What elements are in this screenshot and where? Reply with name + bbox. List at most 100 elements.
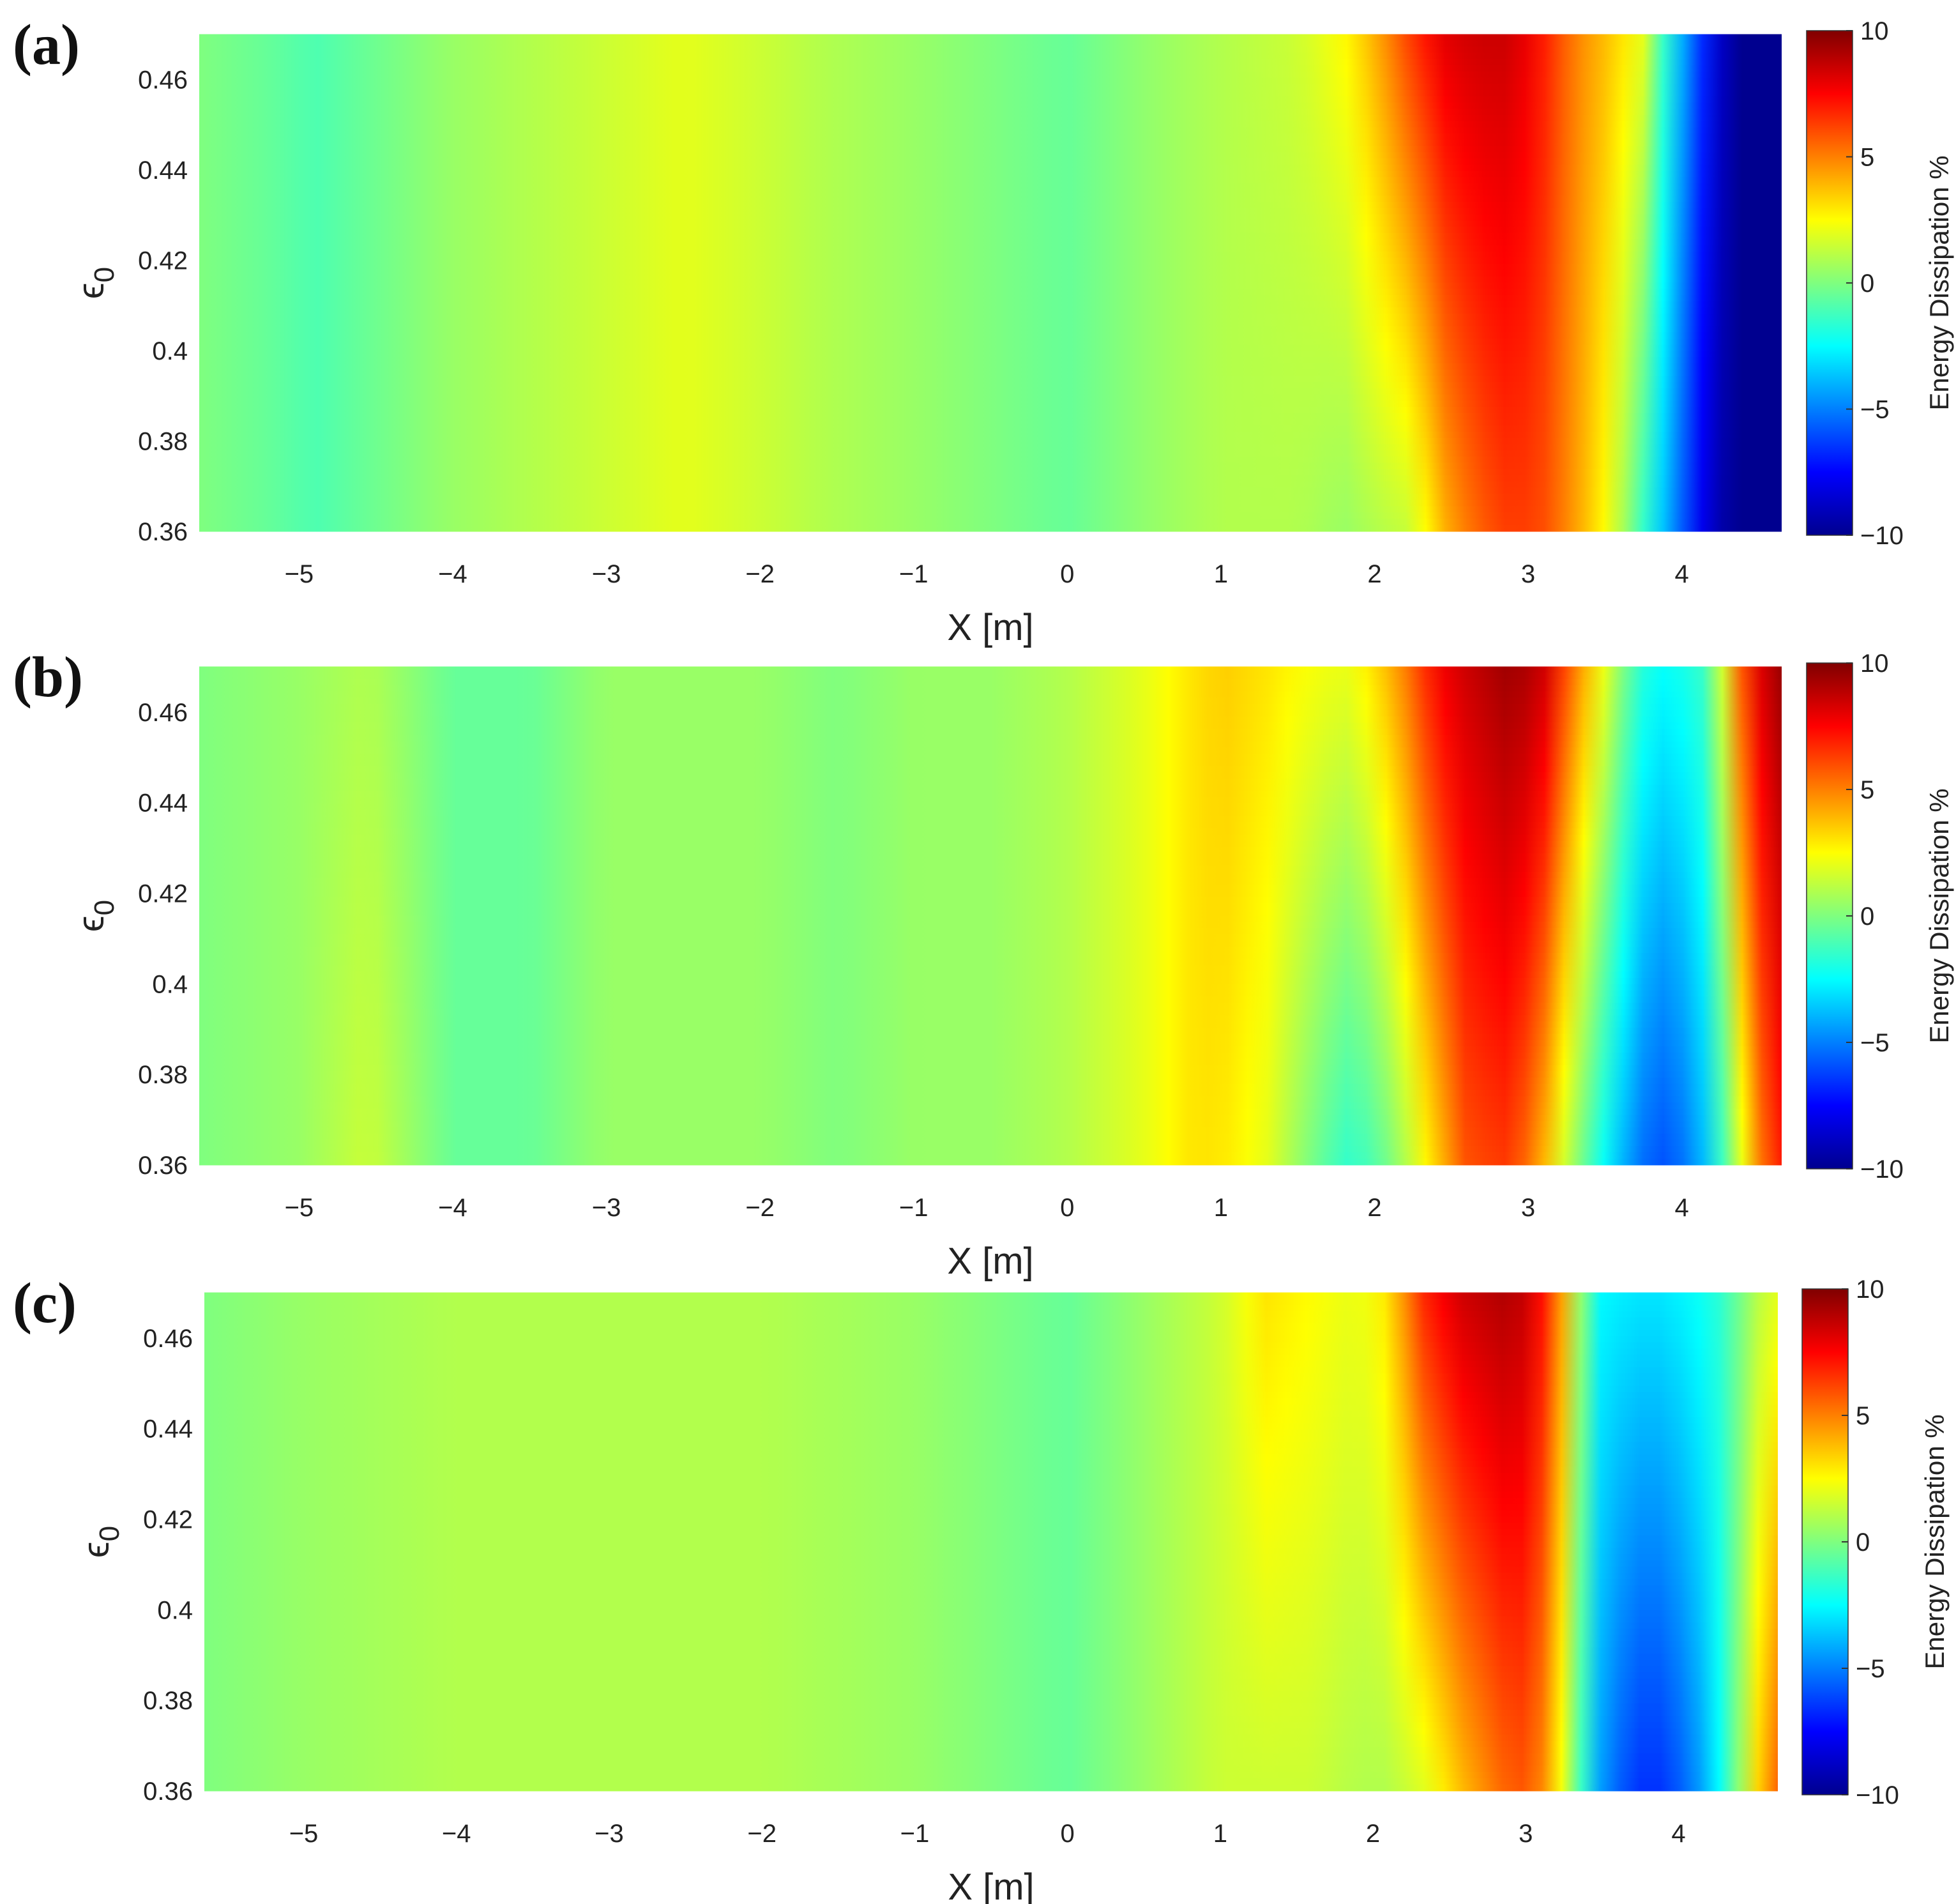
heatmap-row [199,673,1782,680]
heatmap-row [199,450,1782,457]
heatmap-row [204,1610,1778,1617]
x-tick-label: 1 [1213,1820,1227,1848]
heatmap-row [199,878,1782,885]
heatmap-row [204,1765,1778,1773]
heatmap-row [204,1641,1778,1649]
colorbar-tick-label: 0 [1860,902,1874,931]
heatmap-row [199,208,1782,215]
colorbar-tick-label: −5 [1856,1655,1885,1683]
heatmap-row [199,996,1782,1003]
y-tick-label: 0.36 [138,518,188,546]
x-tick-label: 0 [1060,560,1074,588]
heatmap-row [199,114,1782,122]
x-axis-ticks: −5 −4 −3 −2 −1 0 1 2 3 4 [285,560,1689,588]
heatmap-row [199,1115,1782,1122]
heatmap-row [199,152,1782,159]
heatmap-row [199,909,1782,917]
x-axis-label: X [m] [948,1866,1034,1904]
heatmap-row [199,301,1782,308]
x-tick-label: 1 [1214,560,1228,588]
heatmap-row [199,1083,1782,1091]
heatmap-row [204,1560,1778,1567]
y-tick-label: 0.4 [157,1596,193,1624]
heatmap-row [199,307,1782,315]
heatmap-row [199,487,1782,495]
heatmap-row [199,865,1782,873]
heatmap-row [199,524,1782,532]
heatmap-row [199,772,1782,779]
heatmap-row [204,1504,1778,1511]
heatmap-row [199,922,1782,929]
heatmap-row [199,245,1782,252]
heatmap-row [199,1152,1782,1159]
heatmap-row [199,40,1782,47]
heatmap-row [199,754,1782,761]
y-tick-label: 0.42 [138,880,188,908]
x-tick-label: 3 [1521,1194,1535,1222]
x-tick-label: 1 [1214,1194,1228,1222]
y-axis-label: ϵ0 [75,1526,125,1558]
heatmap-row [204,1311,1778,1318]
heatmap-row [204,1604,1778,1611]
heatmap-row [204,1566,1778,1574]
heatmap-row [199,1158,1782,1166]
colorbar-tick-label: 10 [1856,1276,1884,1304]
heatmap-row [199,847,1782,854]
heatmap-row [204,1535,1778,1542]
heatmap-row [199,1033,1782,1041]
y-tick-label: 0.46 [138,66,188,95]
heatmap-row [199,816,1782,823]
y-tick-label: 0.46 [143,1325,193,1353]
heatmap-row [199,1127,1782,1134]
colorbar-tick-label: −10 [1860,522,1904,550]
y-tick-label: 0.38 [138,428,188,456]
heatmap-panel-b: −5 −4 −3 −2 −1 0 1 2 3 4X [m]0.360.380.40.420.440… [13,646,1954,1282]
heatmap-row [199,326,1782,333]
heatmap-row [204,1722,1778,1729]
x-tick-label: −2 [745,560,775,588]
heatmap-row [199,195,1782,203]
heatmap-row [204,1373,1778,1380]
heatmap-row [199,52,1782,60]
heatmap-row [199,127,1782,135]
heatmap-row [199,947,1782,954]
heatmap-row [199,282,1782,290]
y-tick-label: 0.42 [143,1506,193,1534]
heatmap-row [204,1405,1778,1412]
heatmap-row [199,1040,1782,1047]
panels-layer: −5 −4 −3 −2 −1 0 1 2 3 4X [m]0.360.380.40.420.440… [13,13,1954,1904]
heatmap-row [204,1410,1778,1418]
heatmap-row [204,1672,1778,1679]
heatmap-row [199,704,1782,711]
heatmap-row [204,1435,1778,1443]
heatmap-row [199,1071,1782,1078]
colorbar-tick-label: 0 [1856,1528,1870,1557]
x-tick-label: 4 [1671,1820,1685,1848]
heatmap-row [204,1342,1778,1350]
heatmap-row [204,1417,1778,1424]
heatmap-row [199,1090,1782,1097]
heatmap-row [199,251,1782,259]
heatmap-row [199,934,1782,941]
heatmap-row [204,1292,1778,1300]
heatmap-row [204,1734,1778,1742]
heatmap-row [199,77,1782,85]
heatmap-row [204,1491,1778,1499]
heatmap-row [199,363,1782,370]
heatmap-row [199,710,1782,717]
x-tick-label: −4 [442,1820,471,1848]
heatmap-row [199,183,1782,190]
colorbar: −10 −5 0 5 10 Energy Dissipation % [1801,1276,1950,1809]
heatmap-row [199,164,1782,172]
heatmap-row [199,177,1782,184]
colorbar-tick-label: 10 [1860,17,1889,45]
heatmap-row [199,897,1782,904]
colorbar-gradient [1806,662,1853,1169]
x-tick-label: −1 [899,560,929,588]
heatmap-panel-a: −5 −4 −3 −2 −1 0 1 2 3 4X [m]0.360.380.40.420.440… [13,13,1954,648]
heatmap-row [199,344,1782,352]
heatmap-row [204,1380,1778,1387]
y-axis-label: ϵ0 [70,267,120,299]
heatmap-row [204,1622,1778,1629]
heatmap-row [199,791,1782,798]
